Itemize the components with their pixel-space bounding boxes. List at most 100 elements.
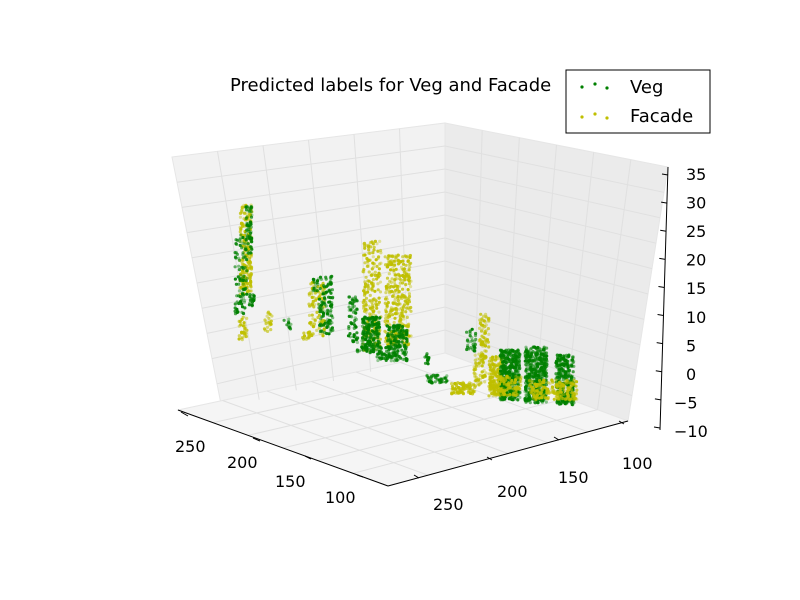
scatter-point [325, 312, 330, 316]
scatter-point [544, 357, 548, 361]
scatter-point [399, 295, 403, 299]
scatter-point [530, 346, 534, 350]
scatter-point [557, 384, 561, 388]
scatter-point [266, 329, 270, 333]
y-tick-mark [553, 436, 560, 441]
scatter-point [474, 337, 478, 341]
scatter-point [262, 327, 267, 331]
scatter-point [474, 331, 478, 336]
scatter-point [481, 358, 485, 362]
scatter-point [367, 270, 371, 274]
scatter-point [407, 282, 411, 286]
scatter-point [247, 274, 251, 278]
scatter-point [489, 377, 493, 381]
scatter-point [248, 220, 252, 224]
scatter-point [242, 293, 246, 297]
scatter-point [473, 353, 477, 357]
scatter-point [528, 358, 532, 362]
scatter-point [353, 316, 357, 320]
scatter-point [313, 318, 317, 322]
scatter-point [531, 360, 535, 364]
scatter-point [393, 316, 397, 320]
scatter-point [310, 303, 314, 307]
scatter-point [407, 322, 411, 326]
scatter-point [347, 308, 351, 312]
scatter-point [373, 273, 377, 277]
scatter-point [248, 276, 252, 280]
scatter-point [325, 325, 329, 329]
scatter-point [571, 370, 575, 374]
scatter-point [378, 328, 382, 332]
scatter-point [537, 346, 541, 350]
scatter-point [566, 375, 570, 379]
z-tick-label: 20 [686, 251, 706, 270]
scatter-point [242, 300, 246, 304]
scatter-point [369, 312, 373, 316]
scatter-point [243, 306, 247, 310]
scatter-point [480, 323, 484, 327]
scatter-point [563, 389, 567, 393]
scatter-point [398, 314, 402, 318]
scatter-point [458, 388, 462, 392]
scatter-point [366, 285, 370, 289]
scatter-point [474, 384, 478, 388]
legend-marker-veg [580, 82, 609, 90]
scatter-point [318, 293, 322, 297]
scatter-point [482, 314, 486, 318]
scatter-point [550, 385, 555, 389]
scatter-point [477, 364, 481, 368]
scatter-point [327, 332, 331, 336]
scatter-point [397, 289, 401, 294]
scatter-point [398, 317, 403, 321]
scatter-point [564, 358, 568, 362]
scatter-point [241, 253, 245, 257]
scatter-point [362, 270, 366, 274]
scatter-point [560, 397, 564, 401]
scatter-point [404, 357, 408, 361]
scatter-point [401, 357, 405, 361]
scatter-point [484, 371, 488, 375]
scatter-point [524, 359, 528, 363]
scatter-point [245, 276, 249, 280]
scatter-point [239, 323, 243, 327]
legend-box [565, 69, 711, 134]
scatter-point [376, 358, 380, 363]
scatter-point [574, 384, 578, 388]
scatter-point [561, 378, 566, 382]
scatter-point [346, 334, 351, 338]
scatter-point [479, 354, 483, 358]
scatter-point [396, 287, 400, 291]
scatter-point [436, 373, 440, 377]
scatter-point [392, 335, 396, 339]
z-tick-label: 25 [686, 222, 706, 241]
scatter-point [318, 304, 322, 309]
scatter-point [543, 367, 547, 371]
scatter-point [366, 327, 371, 331]
scatter-point [570, 375, 574, 379]
scatter-point [385, 324, 389, 328]
scatter-point [530, 380, 534, 385]
scatter-point [248, 265, 252, 269]
scatter-point [500, 358, 504, 362]
scatter-point [235, 300, 239, 304]
scatter-point [514, 390, 518, 394]
scatter-point [506, 370, 510, 374]
scatter-point [571, 394, 575, 398]
scatter-point [329, 304, 333, 308]
scatter-point [240, 336, 244, 340]
x-tick-label: 150 [275, 472, 306, 491]
scatter-point [301, 335, 305, 340]
scatter-point [371, 305, 375, 309]
scatter-point [527, 349, 531, 353]
z-tick-label: 15 [686, 279, 706, 298]
scatter-point [477, 326, 482, 330]
scatter-point [470, 336, 474, 340]
scatter-point [524, 367, 529, 372]
scatter-point [244, 231, 248, 235]
scatter-point [519, 377, 523, 381]
scatter-point [529, 351, 533, 355]
scatter-point [389, 308, 393, 312]
scatter-point [245, 292, 249, 296]
scatter-point [498, 396, 502, 400]
scatter-point [525, 365, 529, 369]
